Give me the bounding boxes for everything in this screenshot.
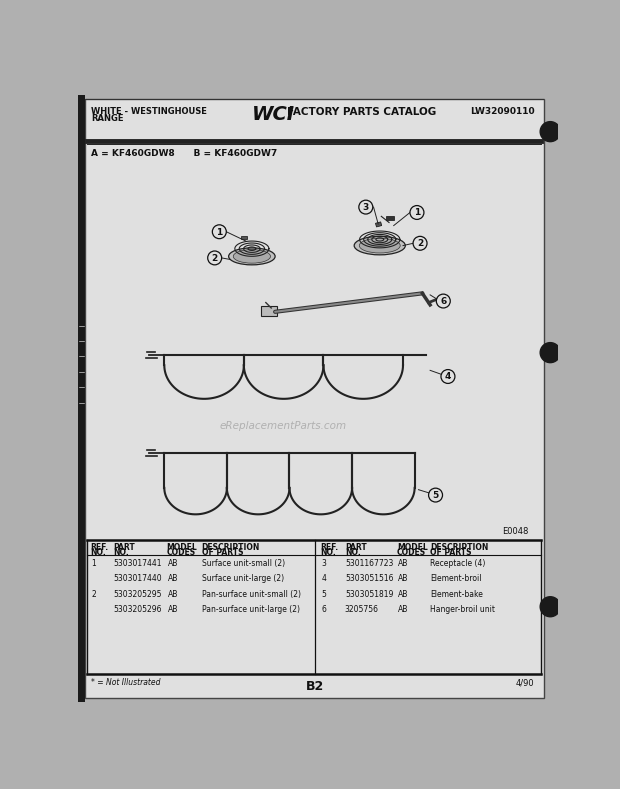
Text: 5301167723: 5301167723 [345,559,393,568]
Text: Element-broil: Element-broil [430,574,482,583]
Text: PART: PART [113,543,135,552]
Text: NO.: NO. [320,548,336,557]
Text: AB: AB [168,605,179,614]
Text: 5303017441: 5303017441 [113,559,162,568]
Text: B2: B2 [306,680,324,693]
Text: REF.: REF. [320,543,338,552]
Text: 4: 4 [322,574,327,583]
Text: 1: 1 [414,208,420,218]
Text: 2: 2 [92,590,96,599]
Text: 2: 2 [417,239,423,249]
Text: eReplacementParts.com: eReplacementParts.com [219,421,347,431]
Text: NO.: NO. [345,548,361,557]
Text: 3: 3 [363,203,369,212]
Text: FACTORY PARTS CATALOG: FACTORY PARTS CATALOG [286,107,436,117]
Text: NO.: NO. [113,548,129,557]
Circle shape [428,488,443,502]
Text: A = KF460GDW8      B = KF460GDW7: A = KF460GDW8 B = KF460GDW7 [92,148,278,158]
Text: 5303017440: 5303017440 [113,574,162,583]
Bar [386,216,394,220]
Circle shape [212,225,226,238]
Text: 4/90: 4/90 [516,679,534,687]
Bar [241,237,247,239]
Text: Receptacle (4): Receptacle (4) [430,559,485,568]
Text: AB: AB [399,559,409,568]
Bar [261,305,277,316]
Ellipse shape [354,237,405,255]
Text: 1: 1 [92,559,96,568]
Text: OF PARTS: OF PARTS [202,548,243,557]
Circle shape [410,206,424,219]
Circle shape [359,200,373,214]
Text: 5: 5 [432,491,439,500]
Text: MODEL: MODEL [397,543,428,552]
Text: OF PARTS: OF PARTS [430,548,472,557]
Text: AB: AB [168,559,179,568]
Text: AB: AB [399,590,409,599]
Bar [78,95,86,702]
Text: WCI: WCI [252,105,295,124]
Text: MODEL: MODEL [167,543,197,552]
Text: REF.: REF. [90,543,108,552]
Text: 2: 2 [211,254,218,263]
Circle shape [540,122,560,142]
Circle shape [208,251,222,265]
Text: 4: 4 [445,372,451,381]
Ellipse shape [229,248,275,265]
Text: Surface unit-small (2): Surface unit-small (2) [202,559,285,568]
Text: RANGE: RANGE [92,114,124,123]
Ellipse shape [233,249,270,264]
Text: NO.: NO. [90,548,105,557]
Text: 5: 5 [322,590,327,599]
Text: Pan-surface unit-small (2): Pan-surface unit-small (2) [202,590,301,599]
Text: WHITE - WESTINGHOUSE: WHITE - WESTINGHOUSE [92,107,207,116]
Text: CODES: CODES [397,548,426,557]
Text: E0048: E0048 [502,527,528,537]
Circle shape [441,369,455,383]
Text: CODES: CODES [167,548,196,557]
Text: 6: 6 [322,605,327,614]
Text: 3: 3 [322,559,327,568]
Text: 3205756: 3205756 [345,605,379,614]
Bar [86,99,544,100]
Circle shape [540,342,560,363]
Text: 1: 1 [216,227,223,237]
Bar [376,222,382,227]
Text: Pan-surface unit-large (2): Pan-surface unit-large (2) [202,605,299,614]
Text: PART: PART [345,543,366,552]
Text: 5303051516: 5303051516 [345,574,393,583]
Text: 5303205295: 5303205295 [113,590,162,599]
Circle shape [436,294,450,308]
Text: AB: AB [168,574,179,583]
Text: * = Not Illustrated: * = Not Illustrated [92,679,161,687]
Text: 6: 6 [440,297,446,306]
Circle shape [413,237,427,250]
Text: DESCRIPTION: DESCRIPTION [430,543,489,552]
Text: AB: AB [399,574,409,583]
Text: AB: AB [168,590,179,599]
Text: Hanger-broil unit: Hanger-broil unit [430,605,495,614]
Text: DESCRIPTION: DESCRIPTION [202,543,260,552]
Ellipse shape [359,238,401,253]
Text: AB: AB [399,605,409,614]
Text: 5303205296: 5303205296 [113,605,162,614]
Circle shape [540,596,560,617]
Text: LW32090110: LW32090110 [470,107,534,116]
Text: Element-bake: Element-bake [430,590,483,599]
Text: 5303051819: 5303051819 [345,590,393,599]
Text: Surface unit-large (2): Surface unit-large (2) [202,574,283,583]
